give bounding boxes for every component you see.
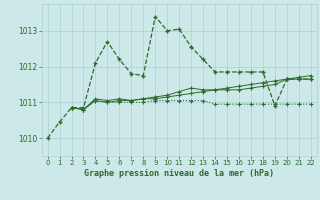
X-axis label: Graphe pression niveau de la mer (hPa): Graphe pression niveau de la mer (hPa) — [84, 169, 274, 178]
